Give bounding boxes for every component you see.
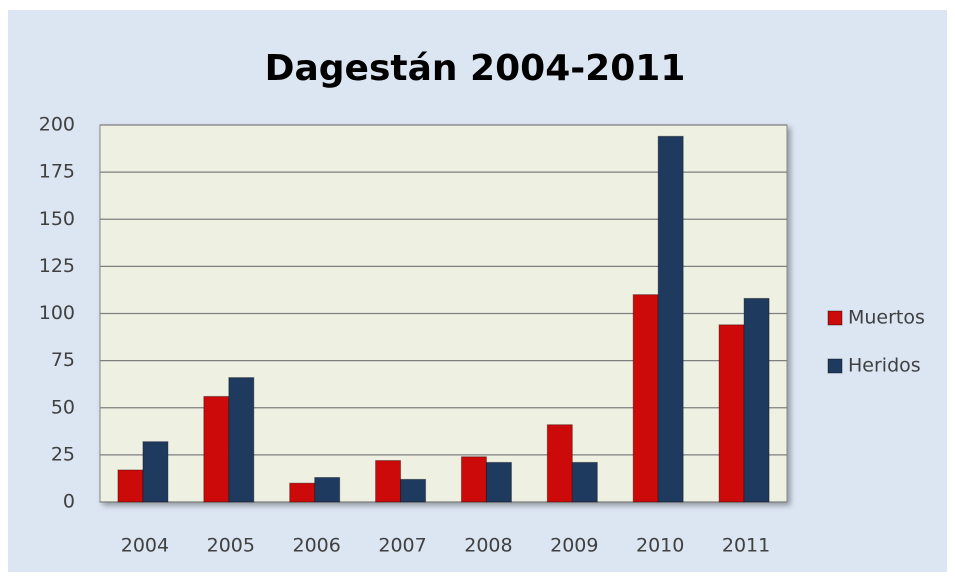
legend-label: Muertos [848,307,925,329]
bar [314,476,341,503]
x-tick-label: 2007 [378,535,426,557]
y-tick-label: 125 [39,255,75,277]
y-tick-label: 100 [39,302,75,324]
bar [657,135,684,503]
legend-label: Heridos [848,355,921,377]
bar [228,377,255,503]
bar [203,395,230,503]
x-tick-label: 2011 [722,535,770,557]
bar [718,324,745,503]
x-tick-label: 2006 [293,535,341,557]
bar [632,294,659,503]
y-tick-label: 0 [63,491,75,513]
bar [142,441,169,503]
y-tick-label: 150 [39,208,75,230]
legend-swatch [827,310,843,326]
bar [375,460,402,503]
x-tick-label: 2008 [464,535,512,557]
x-tick-label: 2004 [121,535,169,557]
bar [485,461,512,503]
bar [743,297,770,503]
bar [460,456,487,503]
y-tick-label: 50 [51,396,75,418]
bar [289,482,316,503]
legend-swatch [827,358,843,374]
x-tick-label: 2010 [636,535,684,557]
bar [117,469,144,503]
y-tick-label: 25 [51,443,75,465]
bar [571,461,598,503]
x-tick-label: 2009 [550,535,598,557]
chart-title: Dagestán 2004-2011 [265,48,686,89]
bar [400,478,427,503]
bar [546,424,573,503]
y-tick-label: 75 [51,349,75,371]
x-tick-label: 2005 [207,535,255,557]
y-tick-label: 200 [39,114,75,136]
y-tick-label: 175 [39,161,75,183]
